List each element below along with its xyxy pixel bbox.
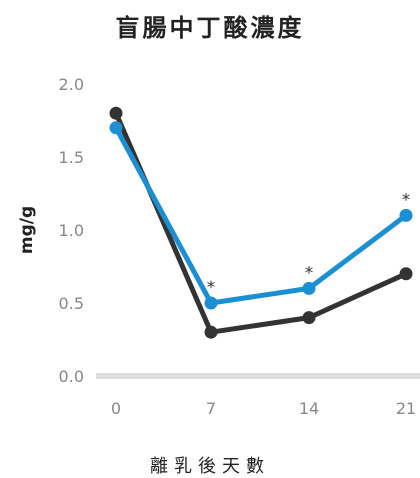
data-point-series-2	[109, 121, 123, 135]
y-tick-label: 0.0	[59, 367, 84, 386]
y-tick-label: 1.5	[59, 148, 84, 167]
data-point-series-2	[399, 208, 413, 222]
data-point-series-2	[302, 281, 316, 295]
chart-title: 盲腸中丁酸濃度	[115, 14, 305, 42]
series-line-2	[113, 125, 409, 306]
x-axis-label: 離乳後天數	[150, 456, 270, 477]
data-point-series-2	[204, 296, 218, 310]
y-axis-label: mg/g	[17, 206, 37, 254]
x-tick-label: 0	[111, 399, 121, 418]
data-point-series-1	[204, 325, 218, 339]
x-tick-label: 7	[206, 399, 216, 418]
y-tick-label: 2.0	[59, 75, 84, 94]
data-point-series-1	[302, 311, 316, 325]
y-tick-label: 1.0	[59, 221, 84, 240]
y-tick-label: 0.5	[59, 294, 84, 313]
significance-marker: *	[207, 278, 216, 298]
x-axis-baseline	[96, 373, 420, 379]
data-point-series-1	[399, 267, 413, 281]
significance-marker: *	[305, 263, 314, 283]
x-tick-label: 21	[396, 399, 416, 418]
significance-marker: *	[402, 190, 411, 210]
data-point-series-1	[109, 106, 123, 120]
series-line-1	[113, 110, 409, 335]
x-tick-label: 14	[299, 399, 319, 418]
